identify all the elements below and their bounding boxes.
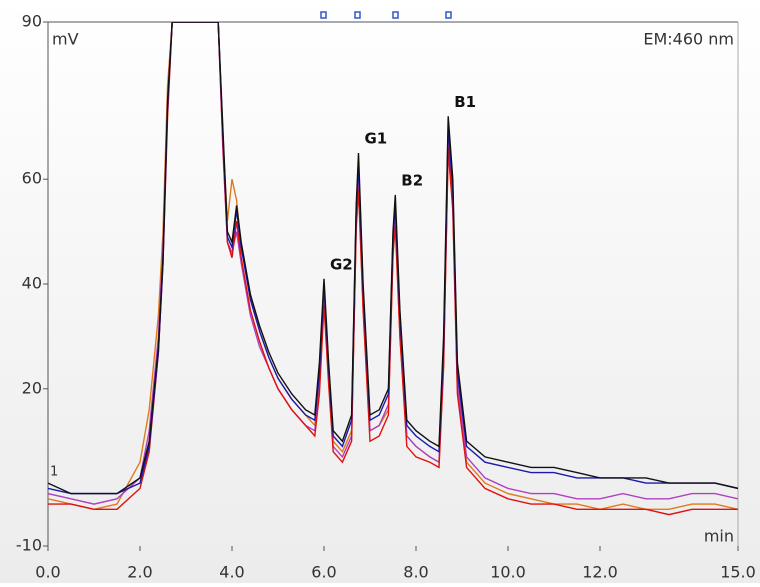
- x-tick-label: 6.0: [311, 563, 336, 582]
- peak-label: B2: [401, 171, 423, 189]
- y-tick-label: -10: [16, 536, 42, 555]
- x-tick-label: 8.0: [403, 563, 428, 582]
- x-tick-label: 10.0: [490, 563, 526, 582]
- marker: [320, 11, 327, 19]
- y-tick-label: 20: [22, 378, 42, 397]
- trace: [48, 22, 738, 511]
- trace: [48, 22, 738, 495]
- y-tick-label: 40: [22, 274, 42, 293]
- detector-label: EM:460 nm: [643, 30, 734, 49]
- x-tick-label: 0.0: [35, 563, 60, 582]
- marker: [392, 11, 399, 19]
- trace: [48, 22, 738, 495]
- trace: [48, 22, 738, 516]
- peak-label: B1: [454, 93, 476, 111]
- plot-area: [48, 22, 738, 516]
- x-label: min: [704, 527, 734, 546]
- channel-label: 1: [50, 465, 58, 480]
- marker: [445, 11, 452, 19]
- peak-label: G1: [365, 130, 388, 148]
- x-tick-label: 15.0: [720, 563, 756, 582]
- x-tick-label: 2.0: [127, 563, 152, 582]
- y-tick-label: 60: [22, 169, 42, 188]
- y-label: mV: [52, 30, 79, 49]
- y-tick-label: 90: [22, 12, 42, 31]
- peak-label: G2: [330, 255, 353, 273]
- x-tick-label: 12.0: [582, 563, 618, 582]
- peak-markers: [320, 11, 452, 19]
- trace: [48, 22, 738, 505]
- marker: [354, 11, 361, 19]
- x-tick-label: 4.0: [219, 563, 244, 582]
